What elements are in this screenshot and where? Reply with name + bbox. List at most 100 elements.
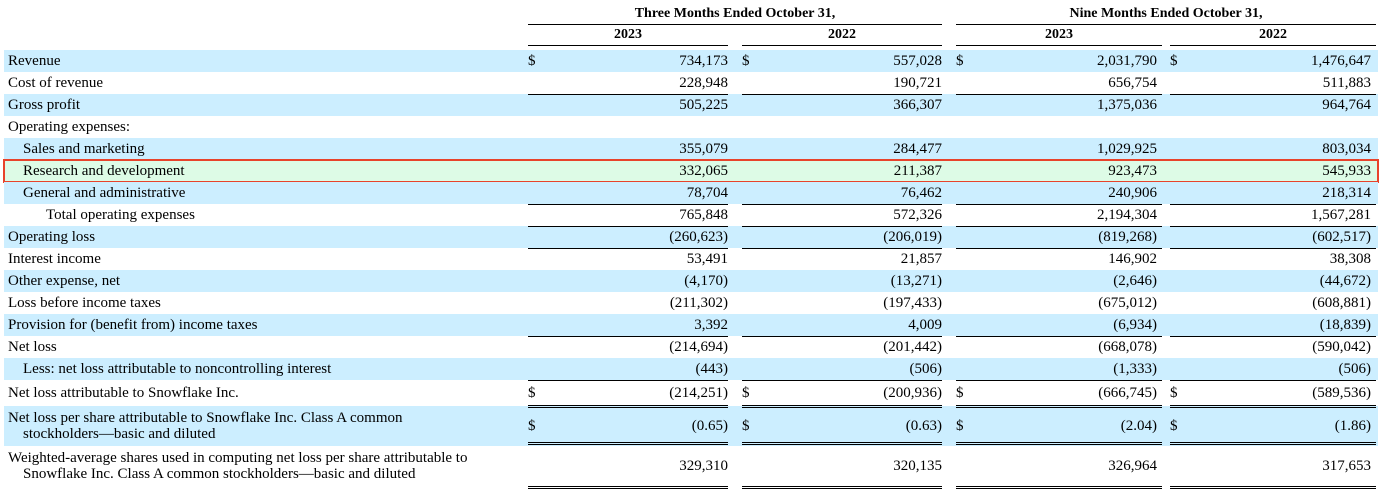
value-cell: 218,314	[1322, 185, 1371, 201]
currency-symbol: $	[1170, 385, 1178, 401]
value-cell: 21,857	[900, 251, 942, 267]
subtotal-rule	[742, 94, 942, 95]
subtotal-rule	[956, 380, 1162, 381]
row-label: Cost of revenue	[8, 75, 103, 91]
currency-symbol: $	[528, 418, 536, 434]
header-three-months: Three Months Ended October 31,	[634, 6, 836, 21]
currency-symbol: $	[956, 385, 964, 401]
row-label-line: Operating expenses:	[8, 119, 131, 135]
row-label-line: Net loss per share attributable to Snowf…	[8, 410, 403, 426]
value-cell: 366,307	[893, 97, 942, 113]
subtotal-rule	[742, 204, 942, 205]
row-label-line: Loss before income taxes	[8, 295, 161, 311]
row-label-line: Gross profit	[8, 97, 81, 113]
table-row: Net loss attributable to Snowflake Inc. $…	[4, 380, 1378, 406]
double-rule	[956, 486, 1162, 489]
row-label: Net loss per share attributable to Snowf…	[8, 410, 403, 442]
value-cell: 803,034	[1322, 141, 1371, 157]
value-cell: (666,745)	[1098, 385, 1157, 401]
value-cell: 734,173	[679, 53, 728, 69]
row-label-line: Interest income	[8, 251, 101, 267]
value-cell: (1.86)	[1334, 418, 1371, 434]
value-cell: (668,078)	[1098, 339, 1157, 355]
value-cell: (0.65)	[691, 418, 728, 434]
year-header: 2023	[614, 27, 642, 42]
subtotal-rule	[742, 226, 942, 227]
value-cell: (44,672)	[1319, 273, 1371, 289]
subtotal-rule	[528, 248, 728, 249]
value-cell: 923,473	[1108, 163, 1157, 179]
table-row: Revenue $734,173 $557,028 $2,031,790 $1,476,…	[4, 50, 1378, 72]
value-cell: 240,906	[1108, 185, 1157, 201]
row-label-line: Cost of revenue	[8, 75, 103, 91]
value-cell: (506)	[909, 361, 943, 377]
header-rule	[742, 45, 942, 46]
subtotal-rule	[1170, 248, 1376, 249]
subtotal-rule	[1170, 380, 1376, 381]
subtotal-rule	[1170, 336, 1376, 337]
value-cell: 317,653	[1322, 458, 1371, 474]
subtotal-rule	[1170, 94, 1376, 95]
value-cell: (214,694)	[669, 339, 728, 355]
value-cell: (675,012)	[1098, 295, 1157, 311]
value-cell: (6,934)	[1113, 317, 1157, 333]
currency-symbol: $	[742, 418, 750, 434]
table-row: Sales and marketing 355,079 284,477 1,029,9…	[4, 138, 1378, 160]
table-row: Other expense, net (4,170) (13,271) (2,646)…	[4, 270, 1378, 292]
row-label: Loss before income taxes	[8, 295, 161, 311]
value-cell: (206,019)	[883, 229, 942, 245]
value-cell: 228,948	[679, 75, 728, 91]
value-cell: 78,704	[686, 185, 728, 201]
header-nine-months: Nine Months Ended October 31,	[1069, 6, 1263, 21]
value-cell: 53,491	[686, 251, 728, 267]
double-rule	[742, 486, 942, 489]
value-cell: 2,031,790	[1097, 53, 1157, 69]
table-row: Provision for (benefit from) income taxe…	[4, 314, 1378, 336]
value-cell: (260,623)	[669, 229, 728, 245]
value-cell: (602,517)	[1312, 229, 1371, 245]
double-rule	[528, 405, 728, 408]
row-label-line: Less: net loss attributable to noncontro…	[23, 361, 332, 377]
row-label: Net loss attributable to Snowflake Inc.	[8, 385, 239, 401]
row-label-line: General and administrative	[23, 185, 186, 201]
value-cell: 656,754	[1108, 75, 1157, 91]
table-row: Loss before income taxes (211,302) (197,43…	[4, 292, 1378, 314]
table-row: Operating expenses:	[4, 116, 1378, 138]
double-rule	[1170, 442, 1376, 445]
table-row: Net loss per share attributable to Snowf…	[4, 406, 1378, 446]
value-cell: 332,065	[679, 163, 728, 179]
value-cell: (200,936)	[883, 385, 942, 401]
subtotal-rule	[742, 336, 942, 337]
row-label-line: Total operating expenses	[46, 207, 195, 223]
value-cell: (18,839)	[1319, 317, 1371, 333]
currency-symbol: $	[1170, 53, 1178, 69]
value-cell: 2,194,304	[1097, 207, 1157, 223]
subtotal-rule	[528, 226, 728, 227]
row-label-line: Weighted-average shares used in computin…	[8, 450, 468, 466]
year-header: 2022	[828, 27, 856, 42]
row-label-line: Net loss attributable to Snowflake Inc.	[8, 385, 239, 401]
table-row: Interest income 53,491 21,857 146,902 38,308	[4, 248, 1378, 270]
row-label-line: Provision for (benefit from) income taxe…	[8, 317, 258, 333]
row-label: Total operating expenses	[46, 207, 195, 223]
header-rule	[528, 24, 942, 25]
value-cell: (608,881)	[1312, 295, 1371, 311]
value-cell: (197,433)	[883, 295, 942, 311]
table-row: General and administrative 78,704 76,462 24…	[4, 182, 1378, 204]
value-cell: 1,476,647	[1311, 53, 1371, 69]
year-header: 2023	[1045, 27, 1073, 42]
double-rule	[742, 405, 942, 408]
value-cell: (590,042)	[1312, 339, 1371, 355]
value-cell: 211,387	[893, 163, 942, 179]
header-rule	[528, 45, 728, 46]
value-cell: 1,375,036	[1097, 97, 1157, 113]
row-label-line: Sales and marketing	[23, 141, 145, 157]
subtotal-rule	[1170, 226, 1376, 227]
table-row: Gross profit 505,225 366,307 1,375,036 964,7…	[4, 94, 1378, 116]
value-cell: 284,477	[893, 141, 942, 157]
table-row: Net loss (214,694) (201,442) (668,078) (590,…	[4, 336, 1378, 358]
row-label: General and administrative	[23, 185, 185, 201]
subtotal-rule	[742, 248, 942, 249]
subtotal-rule	[956, 248, 1162, 249]
row-label: Other expense, net	[8, 273, 120, 289]
